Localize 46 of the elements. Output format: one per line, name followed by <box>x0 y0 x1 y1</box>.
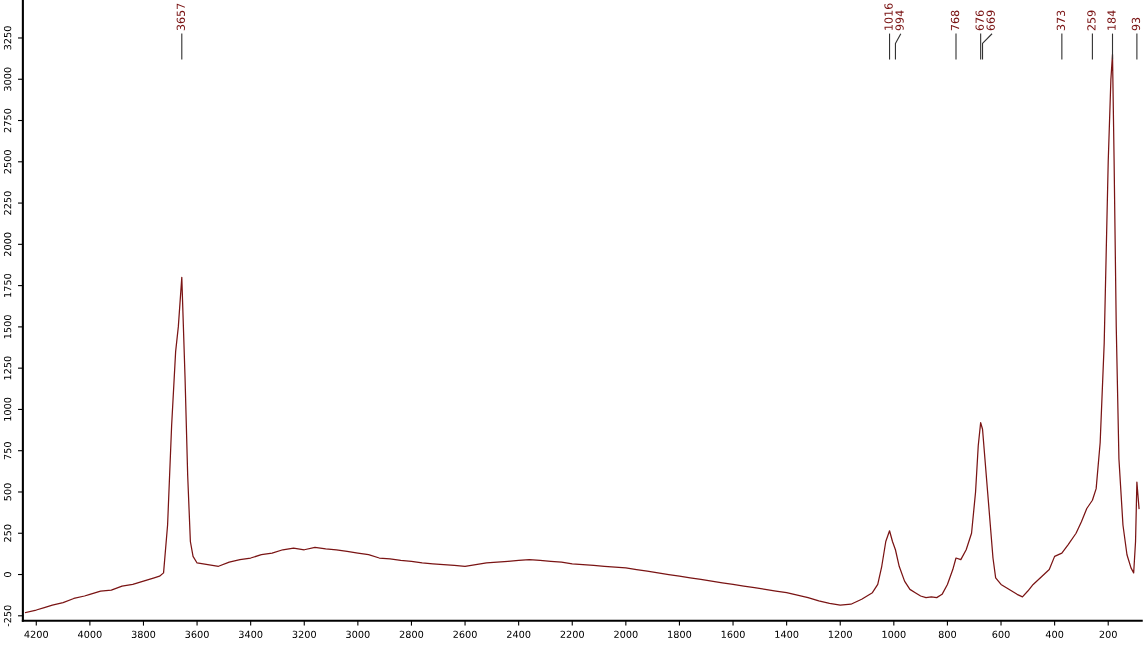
x-tick-label: 3600 <box>185 630 209 638</box>
x-tick-label: 600 <box>992 630 1010 638</box>
y-tick-label: 1500 <box>3 315 12 339</box>
ref-line-label: 669 <box>986 10 995 31</box>
y-tick-label: 3250 <box>3 26 12 50</box>
ref-line-label: 184 <box>1107 10 1116 30</box>
x-tick-label: 1200 <box>828 630 852 638</box>
y-tick-label: 3000 <box>3 67 12 91</box>
ref-line-label: 373 <box>1056 10 1066 31</box>
ref-line-label: 3657 <box>176 3 186 31</box>
x-tick-label: 2200 <box>560 630 584 638</box>
y-tick-label: 2000 <box>3 232 12 256</box>
x-tick-label: 3000 <box>346 630 370 638</box>
ref-line-label: 994 <box>895 10 904 31</box>
x-tick-label: 800 <box>938 630 957 638</box>
ref-line-label: 768 <box>950 10 960 31</box>
y-tick-label: 750 <box>3 442 12 460</box>
x-tick-label: 3800 <box>131 630 156 638</box>
y-tick-label: 2250 <box>3 191 12 215</box>
y-tick-label: 2500 <box>3 150 12 174</box>
x-tick-label: 1400 <box>775 630 799 638</box>
x-tick-label: 3400 <box>239 630 263 638</box>
x-tick-label: 200 <box>1099 630 1117 638</box>
x-tick-label: 4000 <box>77 630 102 638</box>
x-tick-label: 1000 <box>882 630 906 638</box>
x-tick-label: 1800 <box>668 630 692 638</box>
x-tick-label: 400 <box>1045 630 1064 638</box>
x-tick-label: 2000 <box>614 630 638 638</box>
x-tick-label: 3200 <box>292 630 316 638</box>
ref-line-label: 93 <box>1131 17 1141 31</box>
y-tick-label: 2750 <box>3 108 12 133</box>
y-tick-label: 1250 <box>3 356 12 380</box>
y-tick-label: 1750 <box>3 273 12 297</box>
ref-line-label: 259 <box>1087 10 1096 31</box>
x-tick-label: 2600 <box>453 630 477 638</box>
y-tick-label: 1000 <box>3 397 12 421</box>
ref-line-label: 1016 <box>884 3 893 30</box>
ref-line-label: 676 <box>975 10 984 31</box>
y-tick-label: 250 <box>3 524 12 542</box>
y-tick-label: -250 <box>3 605 12 627</box>
x-tick-label: 2400 <box>506 630 531 638</box>
x-tick-label: 2800 <box>399 630 424 638</box>
y-tick-label: 0 <box>3 572 12 577</box>
x-tick-label: 4200 <box>24 630 48 638</box>
y-tick-label: 500 <box>3 483 12 501</box>
x-tick-label: 1600 <box>721 630 745 638</box>
